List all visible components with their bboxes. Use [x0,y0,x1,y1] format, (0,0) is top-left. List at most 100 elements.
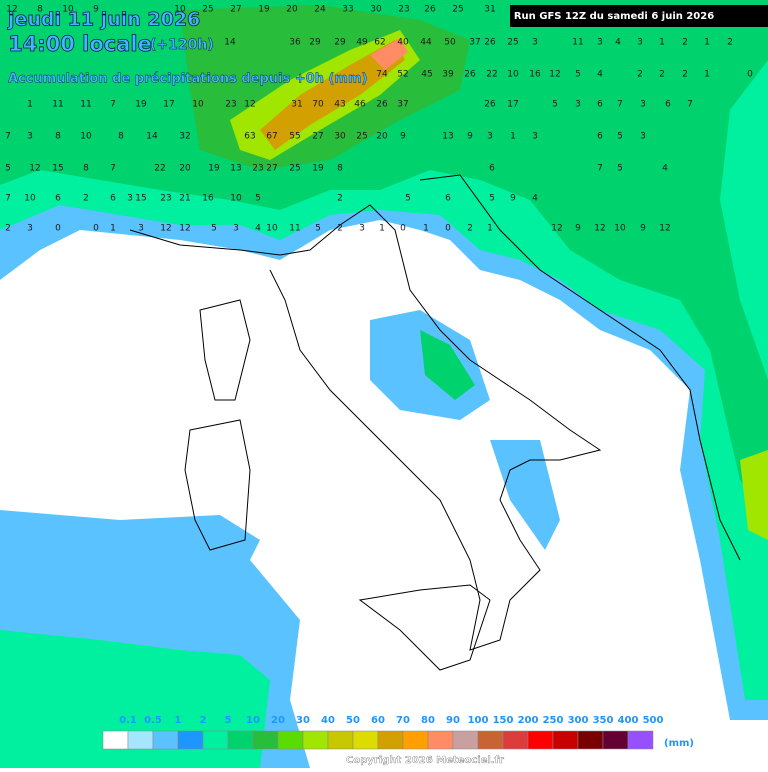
map-value: 7 [597,164,603,174]
map-value: 19 [258,5,270,15]
map-value: 12 [160,224,171,234]
map-value: 10 [192,100,204,110]
map-value: 17 [507,100,518,110]
legend-swatch [327,730,354,750]
map-value: 1 [704,70,710,80]
legend-label: 100 [468,715,489,726]
map-value: 9 [400,132,406,142]
legend-swatch [627,730,654,750]
map-value: 9 [575,224,581,234]
map-value: 6 [489,164,495,174]
map-value: 62 [374,38,385,48]
map-value: 4 [615,38,621,48]
map-value: 11 [289,224,300,234]
map-value: 10 [174,5,186,15]
map-value: 37 [469,38,480,48]
copyright: Copyright 2026 Meteociel.fr [346,755,504,766]
legend-label: 20 [271,715,285,726]
legend-label: 400 [618,715,639,726]
map-value: 67 [266,132,277,142]
map-value: 0 [55,224,61,234]
map-value: 46 [354,100,366,110]
precip-area [420,330,475,400]
map-value: 10 [230,194,242,204]
map-value: 2 [467,224,473,234]
map-value: 7 [687,100,693,110]
map-value: 12 [179,224,190,234]
legend-swatch [152,730,179,750]
map-value: 37 [397,100,408,110]
map-value: 1 [379,224,385,234]
coastline [184,419,251,551]
map-value: 16 [202,194,214,204]
map-value: 4 [662,164,668,174]
map-value: 10 [62,5,74,15]
date: jeudi 11 juin 2026 [7,9,200,31]
map-value: 3 [27,224,33,234]
map-value: 40 [397,38,409,48]
map-value: 3 [359,224,365,234]
map-value: 49 [356,38,368,48]
map-value: 1 [423,224,429,234]
legend-label: 200 [518,715,539,726]
legend-label: 0.5 [144,715,162,726]
map-value: 36 [289,38,301,48]
map-value: 2 [682,70,688,80]
legend-swatch [102,730,129,750]
legend-label: 80 [421,715,435,726]
map-value: 13 [442,132,453,142]
map-value: 14 [224,38,236,48]
legend-label: 90 [446,715,460,726]
map-value: 29 [309,38,321,48]
map-value: 6 [55,194,61,204]
legend-label: 10 [246,715,260,726]
map-value: 3 [27,132,33,142]
map-value: 15 [52,164,63,174]
map-value: 10 [24,194,36,204]
map-value: 9 [467,132,473,142]
subtitle: Accumulation de précipitations depuis +0… [8,72,367,87]
map-value: 6 [665,100,671,110]
map-value: 3 [138,224,144,234]
legend-swatch [377,730,404,750]
map-value: 6 [445,194,451,204]
map-value: 70 [312,100,324,110]
map-value: 29 [334,38,346,48]
map-value: 7 [5,132,11,142]
map-value: 5 [575,70,581,80]
legend-label: 60 [371,715,385,726]
map-value: 26 [484,38,496,48]
map-value: 24 [314,5,326,15]
legend-swatch [602,730,629,750]
map-value: 12 [29,164,40,174]
map-value: 9 [93,5,99,15]
map-value: 10 [266,224,278,234]
legend-swatch [527,730,554,750]
map-value: 12 [594,224,605,234]
legend-swatch [352,730,379,750]
map-value: 32 [179,132,190,142]
map-value: 8 [37,5,43,15]
map-value: 39 [442,70,454,80]
map-value: 23 [252,164,263,174]
map-value: 27 [266,164,277,174]
legend-label: 50 [346,715,360,726]
map-value: 43 [334,100,345,110]
run-box [510,5,768,27]
map-value: 5 [405,194,411,204]
legend-swatch [577,730,604,750]
map-value: 20 [179,164,191,174]
legend-unit: (mm) [664,738,694,749]
map-value: 14 [146,132,158,142]
precip-area [260,40,405,150]
map-value: 63 [244,132,255,142]
map-value: 26 [376,100,388,110]
map-value: 23 [160,194,171,204]
map-value: 20 [376,132,388,142]
map-value: 2 [727,38,733,48]
map-value: 26 [424,5,436,15]
map-value: 3 [532,132,538,142]
time: 14:00 locale [8,32,152,56]
map-value: 8 [118,132,124,142]
map-value: 12 [549,70,560,80]
